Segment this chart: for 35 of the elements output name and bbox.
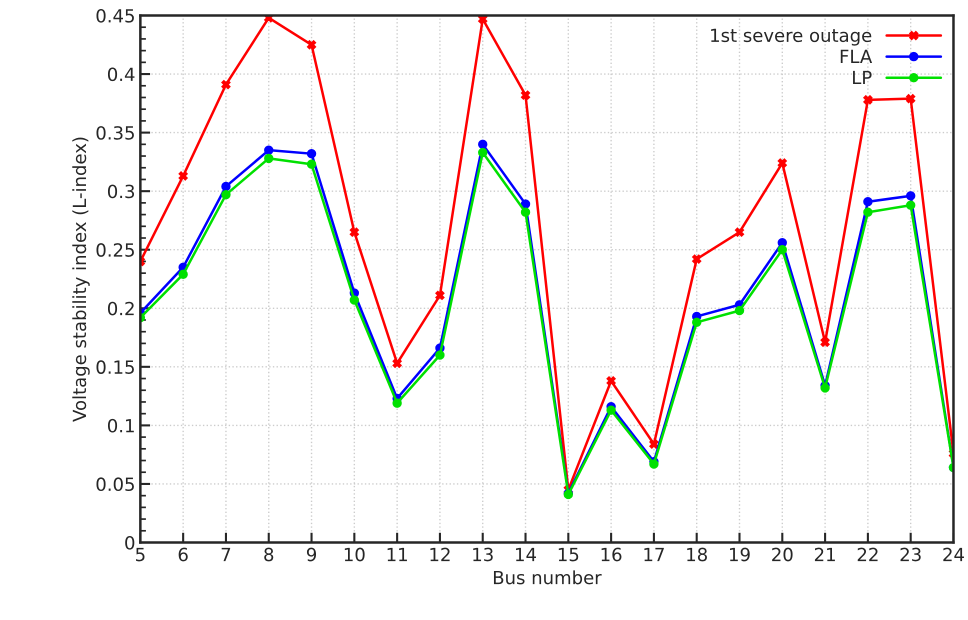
x-tick-label: 13 [473, 548, 493, 562]
y-tick-label: 0.15 [96, 360, 134, 374]
y-tick-label: 0.05 [96, 477, 134, 492]
x-tick-label: 17 [644, 548, 664, 562]
y-tick-label: 0 [125, 536, 134, 550]
x-tick-label: 22 [858, 548, 878, 562]
x-tick-label: 11 [388, 548, 407, 562]
x-tick-label: 18 [687, 548, 707, 562]
x-tick-label: 12 [430, 548, 450, 562]
x-tick-label: 24 [943, 548, 964, 562]
x-tick-label: 7 [222, 548, 230, 562]
x-tick-label: 21 [814, 548, 835, 562]
y-tick-label: 0.2 [108, 302, 134, 316]
x-tick-label: 16 [602, 548, 622, 562]
legend-label: FLA [840, 50, 872, 63]
x-tick-label: 15 [558, 548, 578, 562]
y-tick-label: 0.35 [96, 126, 134, 140]
y-tick-label: 0.25 [96, 243, 134, 257]
x-tick-label: 5 [136, 548, 145, 562]
legend-label: LP [853, 70, 872, 84]
x-axis-title: Bus number [494, 570, 602, 584]
y-tick-label: 0.1 [108, 418, 134, 433]
x-tick-label: 8 [264, 548, 274, 562]
x-tick-label: 23 [900, 548, 921, 562]
x-tick-label: 10 [344, 548, 365, 562]
x-tick-label: 19 [730, 548, 750, 562]
y-axis-title: Voltage stability index (L-index) [72, 138, 90, 422]
y-tick-label: 0.3 [108, 184, 134, 198]
x-tick-label: 20 [772, 548, 793, 562]
x-tick-label: 9 [306, 548, 316, 562]
x-tick-label: 14 [516, 548, 536, 562]
y-tick-label: 0.4 [108, 68, 134, 82]
legend-label: 1st severe outage [711, 28, 872, 46]
y-tick-label: 0.45 [96, 8, 134, 23]
x-tick-label: 6 [178, 548, 188, 562]
